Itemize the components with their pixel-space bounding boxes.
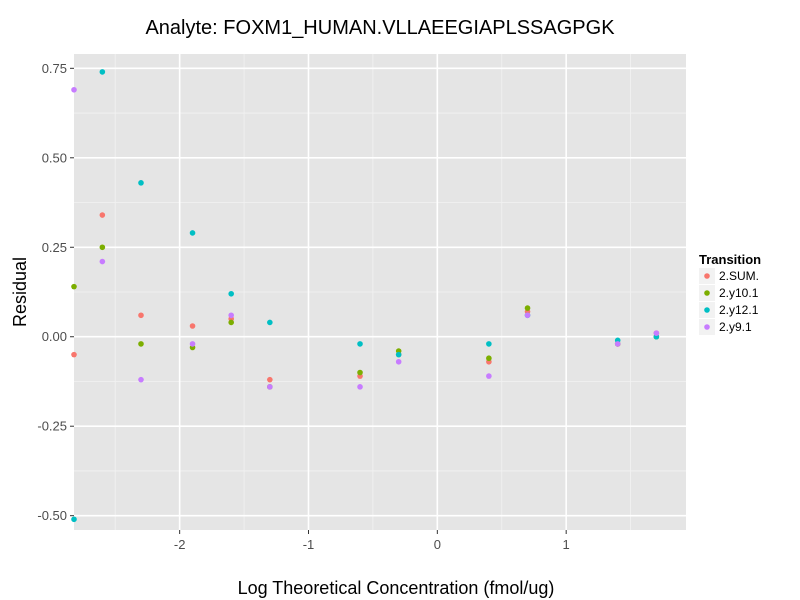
point-2-y12-1 (228, 290, 234, 297)
legend-label-2-y12-1: 2.y12.1 (719, 303, 759, 317)
point-2-y10-1 (357, 369, 363, 376)
y-tick-label: 0.50 (42, 150, 67, 165)
y-axis-ticks: -0.50 -0.25 0.00 0.25 0.50 0.75 (37, 61, 74, 523)
y-axis-label: Residual (10, 257, 30, 327)
point-2-sum (267, 376, 273, 383)
x-tick-label: -1 (303, 537, 315, 552)
legend-key-2-sum (704, 273, 710, 279)
point-2-y9-1 (189, 341, 196, 347)
data-points (71, 69, 660, 523)
point-2-y12-1 (486, 341, 492, 347)
legend-label-2-sum: 2.SUM. (719, 269, 759, 283)
point-2-y12-1 (99, 69, 106, 75)
point-2-y9-1 (653, 330, 660, 336)
legend-key-2-y10-1 (704, 290, 710, 296)
point-2-y10-1 (486, 355, 492, 362)
point-2-y9-1 (486, 373, 492, 379)
major-gridlines (74, 54, 686, 530)
point-2-y10-1 (228, 319, 234, 326)
point-2-y12-1 (71, 516, 77, 523)
point-2-y9-1 (228, 312, 234, 319)
x-tick-label: -2 (174, 537, 186, 552)
point-2-y9-1 (138, 376, 144, 383)
legend-label-2-y9-1: 2.y9.1 (719, 320, 752, 334)
legend: Transition 2.SUM. 2.y10.1 2.y12.1 2.y9.1 (699, 252, 761, 335)
legend-key-2-y9-1 (704, 324, 710, 330)
point-2-y9-1 (99, 258, 106, 265)
point-2-sum (71, 351, 77, 358)
point-2-y9-1 (71, 86, 77, 93)
point-2-y9-1 (357, 384, 363, 390)
point-2-y9-1 (524, 312, 531, 319)
minor-gridlines (74, 54, 686, 530)
point-2-y9-1 (267, 384, 273, 390)
point-2-sum (138, 312, 144, 319)
x-axis-ticks: -2 -1 0 1 (174, 530, 570, 552)
point-2-y9-1 (395, 358, 402, 365)
y-tick-label: -0.25 (37, 419, 67, 434)
chart-title: Analyte: FOXM1_HUMAN.VLLAEEGIAPLSSAGPGK (145, 17, 615, 39)
x-tick-label: 1 (563, 537, 570, 552)
point-2-y12-1 (357, 341, 363, 347)
point-2-y9-1 (614, 341, 621, 347)
legend-title: Transition (699, 252, 761, 267)
legend-label-2-y10-1: 2.y10.1 (719, 286, 759, 300)
point-2-y10-1 (138, 341, 144, 347)
point-2-y12-1 (189, 230, 196, 236)
point-2-sum (189, 323, 196, 329)
point-2-y10-1 (71, 283, 77, 290)
point-2-y12-1 (138, 180, 144, 186)
x-tick-label: 0 (434, 537, 441, 552)
point-2-y12-1 (267, 319, 273, 326)
legend-key-2-y12-1 (704, 307, 710, 313)
y-tick-label: 0.75 (42, 61, 67, 76)
y-tick-label: 0.00 (42, 329, 67, 344)
point-2-y12-1 (395, 351, 402, 358)
y-tick-label: 0.25 (42, 240, 67, 255)
point-2-sum (99, 212, 106, 218)
x-axis-label: Log Theoretical Concentration (fmol/ug) (238, 578, 555, 598)
y-tick-label: -0.50 (37, 508, 67, 523)
point-2-y10-1 (524, 305, 531, 311)
point-2-y10-1 (99, 244, 106, 251)
